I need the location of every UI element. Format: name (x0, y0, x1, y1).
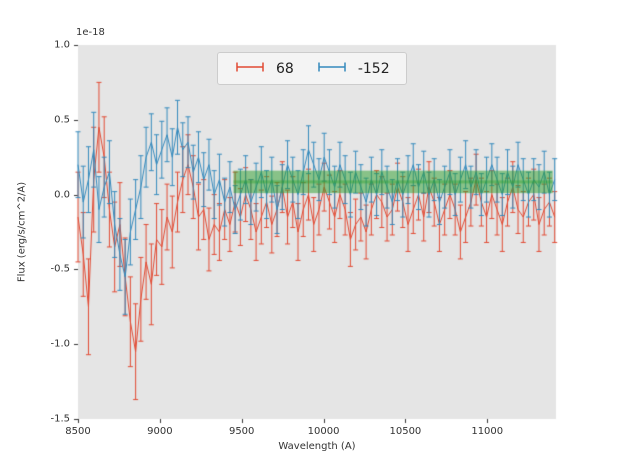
x-tick-label: 11000 (471, 426, 504, 437)
legend-label-minus152: -152 (357, 60, 390, 77)
legend: 68 -152 (217, 52, 407, 85)
errorbar-sample-blue-icon (316, 59, 348, 78)
y-tick-label: -1.5 (50, 413, 70, 425)
y-tick-label: 1.0 (54, 39, 70, 51)
legend-item-minus152: -152 (316, 59, 390, 78)
errorbar-sample-red-icon (234, 59, 266, 78)
x-tick-label: 8500 (65, 426, 91, 437)
x-tick-label: 10000 (307, 426, 340, 437)
y-tick-label: -1.0 (50, 338, 70, 350)
y-axis-offset-label: 1e-18 (76, 27, 105, 38)
x-tick-label: 9000 (147, 426, 173, 437)
legend-label-68: 68 (276, 60, 294, 77)
x-tick-label: 9500 (228, 426, 255, 437)
x-axis-label: Wavelength (A) (278, 441, 356, 452)
legend-item-68: 68 (234, 59, 294, 78)
y-tick-label: 0.0 (54, 189, 70, 201)
y-tick-label: -0.5 (50, 263, 70, 275)
y-tick-label: 0.5 (54, 114, 70, 126)
y-axis-label: Flux (erg/s/cm^2/A) (16, 181, 28, 283)
x-tick-label: 10500 (389, 426, 422, 437)
